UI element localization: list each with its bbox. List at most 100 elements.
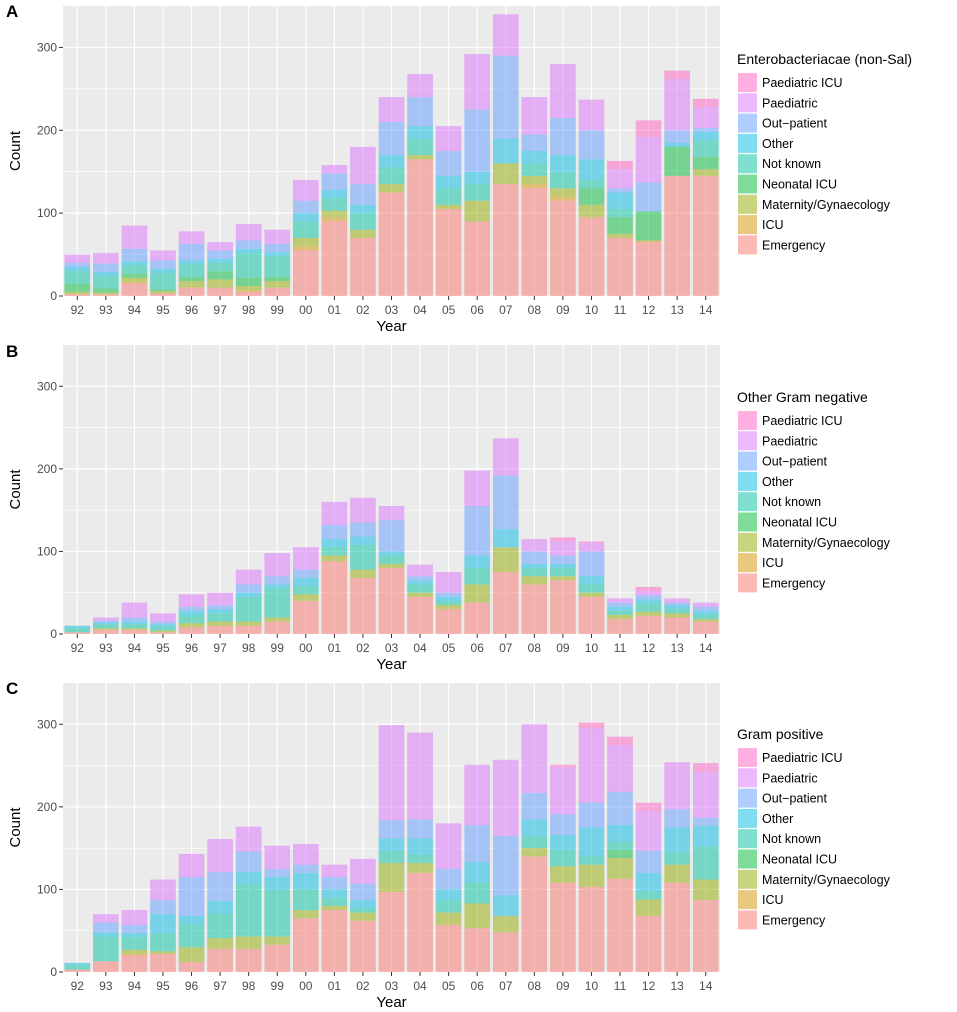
- bar-segment-out-patient-12: [635, 850, 662, 873]
- bar-segment-emergency-14: [692, 175, 719, 296]
- bar-segment-emergency-13: [664, 175, 691, 296]
- legend-swatch-icu: [738, 215, 757, 235]
- x-tick-label: 97: [213, 641, 227, 655]
- bar-segment-maternity-gynaecology-06: [464, 200, 491, 222]
- bar-segment-maternity-gynaecology-07: [492, 915, 519, 933]
- bar-segment-paediatric-icu-09: [550, 764, 576, 768]
- bar-segment-paediatric-10: [578, 99, 605, 131]
- x-tick-label: 92: [71, 979, 85, 993]
- bar-segment-not-known-10: [578, 584, 605, 593]
- bar-segment-emergency-99: [264, 621, 291, 634]
- bar-segment-emergency-94: [121, 629, 148, 634]
- bar-segment-other-98: [235, 248, 262, 253]
- bar-segment-not-known-01: [321, 198, 348, 211]
- bar-segment-not-known-05: [435, 188, 462, 205]
- legend-swatch-out-patient: [738, 788, 757, 808]
- y-tick-label: 300: [37, 717, 57, 731]
- legend-swatch-paediatric-icu: [738, 73, 757, 92]
- bar-segment-paediatric-95: [150, 613, 176, 622]
- bar-segment-not-known-00: [292, 889, 319, 911]
- panel-letter: B: [6, 342, 18, 361]
- bar-segment-out-patient-09: [550, 117, 576, 156]
- bar-segment-neonatal-icu-96: [178, 276, 205, 282]
- bar-segment-not-known-96: [178, 264, 205, 277]
- bar-segment-icu-12: [635, 240, 662, 243]
- bar-segment-emergency-14: [692, 900, 719, 972]
- bar-segment-maternity-gynaecology-98: [235, 621, 262, 626]
- bar-segment-paediatric-13: [664, 598, 691, 603]
- bar-segment-paediatric-95: [150, 250, 176, 261]
- bar-segment-not-known-11: [607, 209, 633, 218]
- legend-label-neonatal-icu: Neonatal ICU: [762, 853, 837, 867]
- bar-segment-not-known-09: [550, 171, 576, 189]
- legend: Other Gram negative Paediatric ICU Paediat…: [737, 389, 891, 593]
- bar-segment-paediatric-07: [492, 759, 519, 836]
- bar-segment-out-patient-10: [578, 802, 605, 828]
- bar-segment-not-known-10: [578, 180, 605, 189]
- bar-segment-other-93: [92, 932, 119, 937]
- bar-segment-paediatric-12: [635, 591, 662, 596]
- legend-swatch-maternity-gynaecology: [738, 532, 757, 552]
- bar-segment-not-known-99: [264, 889, 291, 937]
- bar-segment-other-09: [550, 563, 576, 568]
- bar-segment-paediatric-94: [121, 602, 148, 618]
- legend-swatch-icu: [738, 553, 757, 573]
- bar-segment-other-03: [378, 838, 405, 851]
- bar-segment-not-known-92: [64, 628, 91, 633]
- bar-segment-maternity-gynaecology-95: [150, 951, 176, 954]
- x-tick-label: 93: [99, 303, 113, 317]
- bar-segment-neonatal-icu-98: [235, 277, 262, 287]
- bar-segment-paediatric-icu-13: [664, 70, 691, 79]
- bar-segment-maternity-gynaecology-95: [150, 630, 176, 633]
- bar-segment-other-00: [292, 577, 319, 587]
- bar-segment-not-known-03: [378, 555, 405, 564]
- bar-segment-emergency-03: [378, 567, 405, 634]
- bar-segment-not-known-06: [464, 184, 491, 201]
- bar-segment-maternity-gynaecology-97: [207, 279, 233, 288]
- legend-label-icu: ICU: [762, 556, 784, 570]
- bar-segment-paediatric-12: [635, 810, 662, 851]
- y-tick-label: 0: [50, 289, 57, 303]
- bar-segment-out-patient-14: [692, 606, 719, 611]
- bar-segment-paediatric-08: [521, 97, 548, 135]
- legend-swatch-paediatric-icu: [738, 748, 757, 767]
- bar-segment-not-known-11: [607, 610, 633, 616]
- bar-segment-paediatric-06: [464, 764, 491, 826]
- bar-segment-emergency-94: [121, 283, 148, 296]
- bar-segment-neonatal-icu-94: [121, 273, 148, 278]
- bar-segment-paediatric-97: [207, 839, 233, 873]
- y-axis-title: Count: [7, 469, 24, 510]
- bar-segment-out-patient-02: [350, 883, 376, 901]
- panel-letter: C: [6, 679, 18, 698]
- bar-segment-emergency-09: [550, 580, 576, 634]
- bar-segment-paediatric-09: [550, 64, 576, 118]
- x-tick-label: 94: [128, 641, 142, 655]
- legend-label-paediatric: Paediatric: [762, 434, 818, 448]
- legend-label-maternity-gynaecology: Maternity/Gynaecology: [762, 873, 891, 887]
- bar-segment-paediatric-icu-10: [578, 541, 605, 544]
- bar-segment-out-patient-96: [178, 877, 205, 916]
- bar-segment-emergency-13: [664, 882, 691, 972]
- bar-segment-maternity-gynaecology-99: [264, 617, 291, 622]
- bar-segment-icu-00: [292, 246, 319, 251]
- y-tick-label: 200: [37, 462, 57, 476]
- bar-segment-out-patient-98: [235, 240, 262, 249]
- bar-segment-emergency-93: [92, 629, 119, 634]
- bar-segment-neonatal-icu-99: [264, 276, 291, 282]
- bar-segment-out-patient-95: [150, 621, 176, 625]
- bar-segment-paediatric-07: [492, 438, 519, 476]
- x-tick-label: 06: [471, 641, 485, 655]
- legend-title: Enterobacteriacae (non-Sal): [737, 51, 912, 67]
- bar-segment-emergency-05: [435, 209, 462, 296]
- bar-segment-out-patient-94: [121, 924, 148, 934]
- bar-segment-emergency-97: [207, 948, 233, 972]
- bar-segment-other-95: [150, 268, 176, 273]
- x-tick-label: 98: [242, 979, 256, 993]
- bar-segment-maternity-gynaecology-08: [521, 175, 548, 185]
- bar-segment-paediatric-06: [464, 470, 491, 507]
- bar-segment-emergency-06: [464, 221, 491, 296]
- bar-segment-other-93: [92, 622, 119, 625]
- bar-segment-out-patient-08: [521, 134, 548, 151]
- bar-segment-neonatal-icu-92: [64, 283, 91, 292]
- bar-segment-icu-09: [550, 196, 576, 201]
